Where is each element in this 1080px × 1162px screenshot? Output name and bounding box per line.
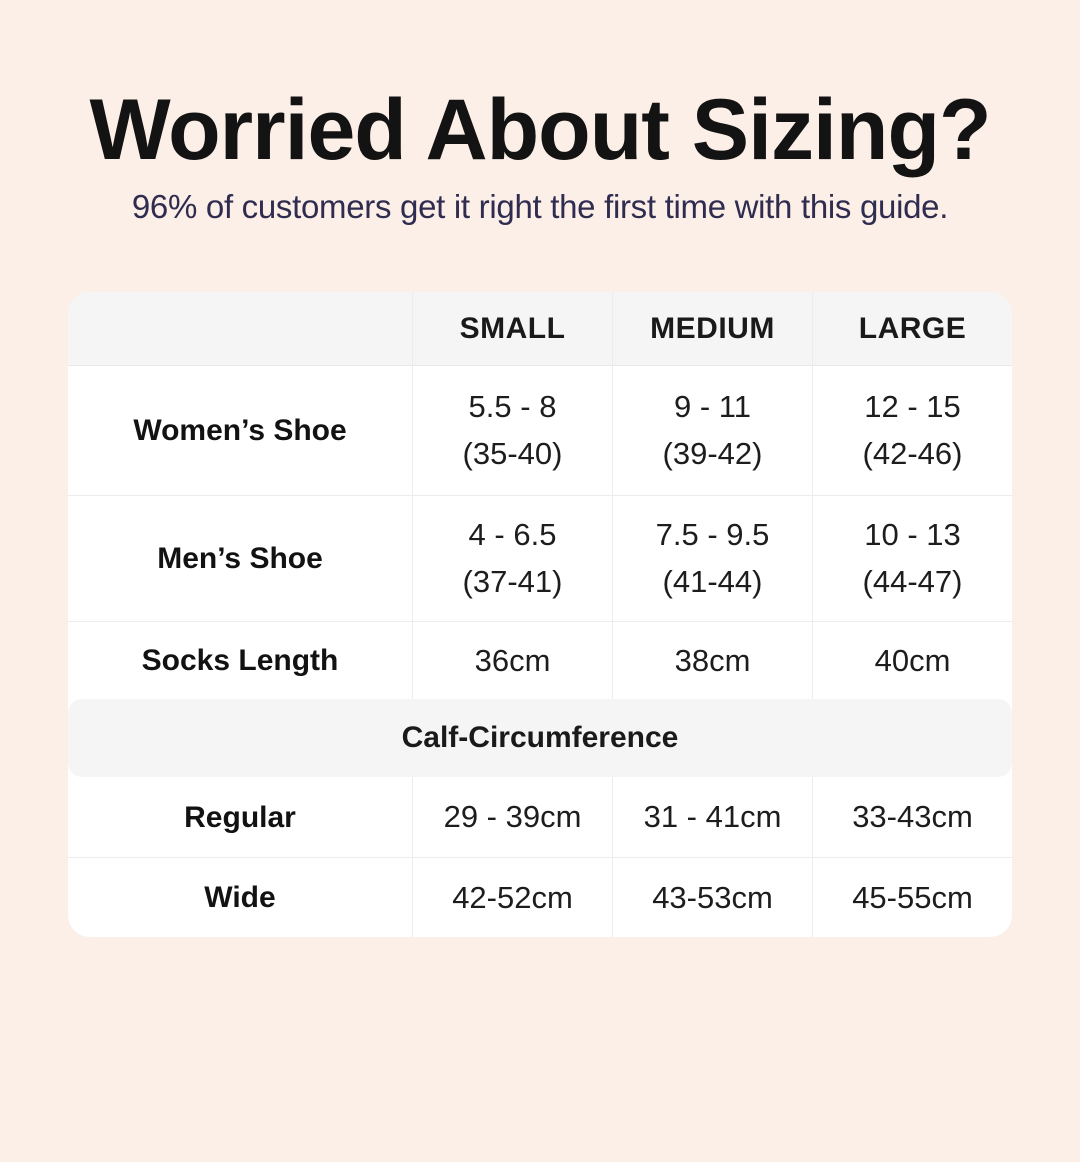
cell-value: 40cm (874, 642, 951, 678)
cell-value: 33-43cm (852, 799, 973, 835)
section-header-calf-circumference: Calf-Circumference (68, 699, 1012, 778)
sizing-table: SMALL MEDIUM LARGE Women’s Shoe 5.5 - 8 … (68, 292, 1012, 938)
cell-value: 4 - 6.5 (468, 517, 557, 553)
cell-subvalue: (42-46) (862, 435, 963, 471)
cell-value: 29 - 39cm (443, 799, 582, 835)
table-row-wide: Wide 42-52cm 43-53cm 45-55cm (68, 857, 1012, 938)
cell-regular-medium: 31 - 41cm (612, 777, 812, 858)
cell-mens-medium: 7.5 - 9.5 (41-44) (612, 496, 812, 622)
cell-wide-large: 45-55cm (812, 858, 1012, 938)
table-row-regular: Regular 29 - 39cm 31 - 41cm 33-43cm (68, 777, 1012, 858)
cell-value: 43-53cm (652, 879, 773, 915)
table-row-mens-shoe: Men’s Shoe 4 - 6.5 (37-41) 7.5 - 9.5 (41… (68, 495, 1012, 622)
cell-value: 7.5 - 9.5 (655, 517, 770, 553)
cell-subvalue: (44-47) (862, 563, 963, 599)
page: Worried About Sizing? 96% of customers g… (0, 82, 1080, 938)
row-label-text: Women’s Shoe (133, 414, 347, 448)
table-header-row: SMALL MEDIUM LARGE (68, 292, 1012, 367)
row-label-socks-length: Socks Length (68, 622, 412, 699)
cell-subvalue: (41-44) (662, 563, 763, 599)
cell-value: 12 - 15 (864, 389, 961, 425)
cell-value: 9 - 11 (674, 389, 751, 425)
row-label-text: Wide (204, 881, 276, 915)
column-header-empty (68, 292, 412, 365)
row-label-womens-shoe: Women’s Shoe (68, 366, 412, 495)
cell-value: 36cm (474, 642, 551, 678)
cell-subvalue: (35-40) (462, 435, 563, 471)
cell-mens-large: 10 - 13 (44-47) (812, 496, 1012, 622)
row-label-wide: Wide (68, 858, 412, 937)
cell-socks-small: 36cm (412, 622, 612, 700)
column-header-small: SMALL (412, 292, 612, 366)
row-label-text: Men’s Shoe (157, 542, 323, 576)
cell-regular-large: 33-43cm (812, 777, 1012, 858)
row-label-text: Regular (184, 800, 296, 834)
cell-socks-large: 40cm (812, 622, 1012, 700)
cell-value: 31 - 41cm (643, 799, 782, 835)
cell-subvalue: (39-42) (662, 435, 763, 471)
cell-value: 5.5 - 8 (468, 389, 557, 425)
cell-value: 38cm (674, 642, 751, 678)
row-label-regular: Regular (68, 777, 412, 857)
page-title: Worried About Sizing? (89, 82, 991, 178)
column-header-medium: MEDIUM (612, 292, 812, 366)
page-subtitle: 96% of customers get it right the first … (131, 188, 949, 226)
cell-womens-medium: 9 - 11 (39-42) (612, 366, 812, 496)
cell-value: 42-52cm (452, 879, 573, 915)
cell-subvalue: (37-41) (462, 563, 563, 599)
row-label-text: Socks Length (141, 644, 339, 678)
cell-wide-small: 42-52cm (412, 858, 612, 938)
cell-socks-medium: 38cm (612, 622, 812, 700)
cell-mens-small: 4 - 6.5 (37-41) (412, 496, 612, 622)
column-header-large: LARGE (812, 292, 1012, 366)
row-label-mens-shoe: Men’s Shoe (68, 496, 412, 621)
cell-value: 10 - 13 (864, 517, 961, 553)
cell-wide-medium: 43-53cm (612, 858, 812, 938)
cell-womens-large: 12 - 15 (42-46) (812, 366, 1012, 496)
table-row-socks-length: Socks Length 36cm 38cm 40cm (68, 621, 1012, 700)
cell-womens-small: 5.5 - 8 (35-40) (412, 366, 612, 496)
cell-value: 45-55cm (852, 879, 973, 915)
table-row-womens-shoe: Women’s Shoe 5.5 - 8 (35-40) 9 - 11 (39-… (68, 366, 1012, 496)
cell-regular-small: 29 - 39cm (412, 777, 612, 858)
